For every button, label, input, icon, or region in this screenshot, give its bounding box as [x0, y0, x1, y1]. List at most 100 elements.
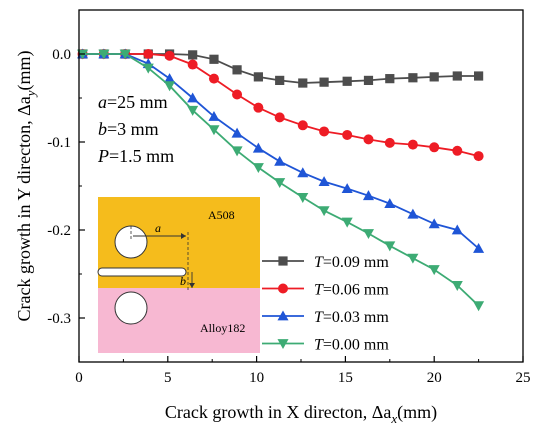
y-tick-label: -0.2 — [47, 223, 71, 239]
legend-label: T=0.09 mm — [314, 254, 389, 271]
series-3-point — [164, 81, 176, 92]
legend-item: T=0.03 mm — [262, 309, 389, 326]
x-tick-label: 10 — [249, 370, 264, 386]
y-tick-label: 0.0 — [52, 47, 71, 63]
series-3-point — [428, 265, 440, 276]
series-2-point — [473, 242, 485, 253]
series-0 — [77, 49, 484, 88]
legend-item: T=0.06 mm — [262, 282, 389, 299]
annotation-a: a=25 mm — [98, 92, 168, 112]
series-2-point — [274, 155, 286, 166]
annotation-b-value: =3 mm — [107, 119, 159, 139]
series-layer — [77, 48, 485, 312]
series-1-point — [208, 73, 219, 84]
inset-dim-b-arrow — [189, 283, 195, 288]
series-2-point — [407, 208, 419, 219]
series-3-point — [142, 63, 154, 74]
x-axis-title-unit: (mm) — [397, 402, 437, 423]
series-3-point — [297, 193, 309, 203]
series-0-point — [474, 71, 484, 81]
series-3-point — [98, 49, 110, 60]
y-tick-label: -0.1 — [47, 135, 71, 151]
series-2-point — [362, 190, 375, 201]
inset-bottom-hole — [114, 291, 148, 325]
series-3-point — [341, 217, 353, 228]
series-0-point — [188, 50, 198, 60]
inset-dim-b-label: b — [180, 274, 186, 288]
series-0-point — [275, 75, 285, 85]
y-axis-title: Crack growth in Y directon, Δay(mm) — [14, 51, 38, 322]
series-3-point — [208, 125, 220, 136]
series-3-point — [231, 146, 243, 157]
legend-item: T=0.09 mm — [262, 254, 389, 271]
x-tick-label: 0 — [75, 370, 83, 386]
annotation-p-var: P — [97, 146, 109, 166]
series-0-point — [385, 74, 395, 84]
series-2-point — [318, 176, 330, 187]
series-3-point — [318, 206, 330, 217]
x-tick-label: 5 — [164, 370, 172, 386]
series-1-point — [232, 89, 243, 100]
x-tick-label: 25 — [516, 370, 531, 386]
series-0-point — [298, 78, 308, 88]
series-2-point — [164, 73, 176, 84]
series-2-point — [252, 142, 264, 153]
series-1-point — [143, 49, 154, 59]
y-axis-title-unit: (mm) — [14, 51, 35, 91]
inset-bottom-label: Alloy182 — [200, 321, 245, 335]
series-2-point — [231, 127, 243, 138]
series-2-point — [187, 92, 199, 103]
series-3-point — [407, 253, 419, 264]
series-2-point — [297, 167, 309, 178]
annotation-p: P=1.5 mm — [97, 146, 174, 166]
series-3-point — [384, 241, 396, 252]
legend: T=0.09 mm T=0.06 mm T=0.03 mm T=0.00 mm — [262, 254, 389, 354]
series-0-point — [452, 71, 462, 81]
series-2-point — [341, 183, 353, 194]
x-axis-title-main: Crack growth in X directon, Δa — [165, 402, 392, 422]
series-0-point — [319, 77, 329, 87]
series-1-point — [363, 134, 374, 145]
legend-marker — [277, 310, 289, 321]
series-1-point — [473, 151, 484, 162]
series-3-point — [362, 229, 375, 240]
series-3-point — [187, 105, 199, 116]
series-1-point — [407, 139, 418, 150]
series-3-point — [119, 49, 131, 60]
series-1-point — [187, 59, 198, 70]
series-3-point — [451, 281, 463, 291]
series-1-point — [253, 102, 264, 113]
inset-dim-a-arrow — [181, 233, 186, 239]
annotation-b: b=3 mm — [98, 119, 159, 139]
x-tick-label: 15 — [338, 370, 353, 386]
annotation-b-var: b — [98, 119, 107, 139]
legend-marker — [277, 339, 289, 350]
series-3 — [77, 49, 485, 312]
series-2-point — [384, 198, 396, 209]
series-0-point — [342, 76, 352, 86]
y-axis-title-main: Crack growth in Y directon, Δa — [14, 96, 34, 321]
legend-label: T=0.00 mm — [314, 337, 389, 354]
series-3-point — [473, 301, 485, 312]
x-axis-title-sub: x — [390, 411, 397, 426]
series-2-point — [208, 110, 220, 121]
series-3-point — [274, 178, 286, 188]
inset-top-label: A508 — [208, 208, 235, 222]
series-1-point — [342, 129, 353, 140]
legend-label: T=0.06 mm — [314, 282, 389, 299]
inset-crack-notch — [97, 267, 187, 277]
series-2-point — [451, 224, 463, 235]
series-0-point — [408, 73, 418, 83]
y-axis-title-sub: y — [23, 90, 38, 98]
annotation-a-value: =25 mm — [107, 92, 168, 112]
legend-marker — [278, 283, 288, 294]
series-0-point — [363, 75, 374, 85]
series-0-point — [232, 65, 242, 75]
inset-top-hole — [114, 225, 148, 259]
series-1-point — [452, 145, 463, 156]
x-tick-label: 20 — [427, 370, 442, 386]
series-3-point — [252, 163, 264, 174]
series-2-point — [428, 218, 440, 229]
y-tick-label: -0.3 — [47, 311, 71, 327]
